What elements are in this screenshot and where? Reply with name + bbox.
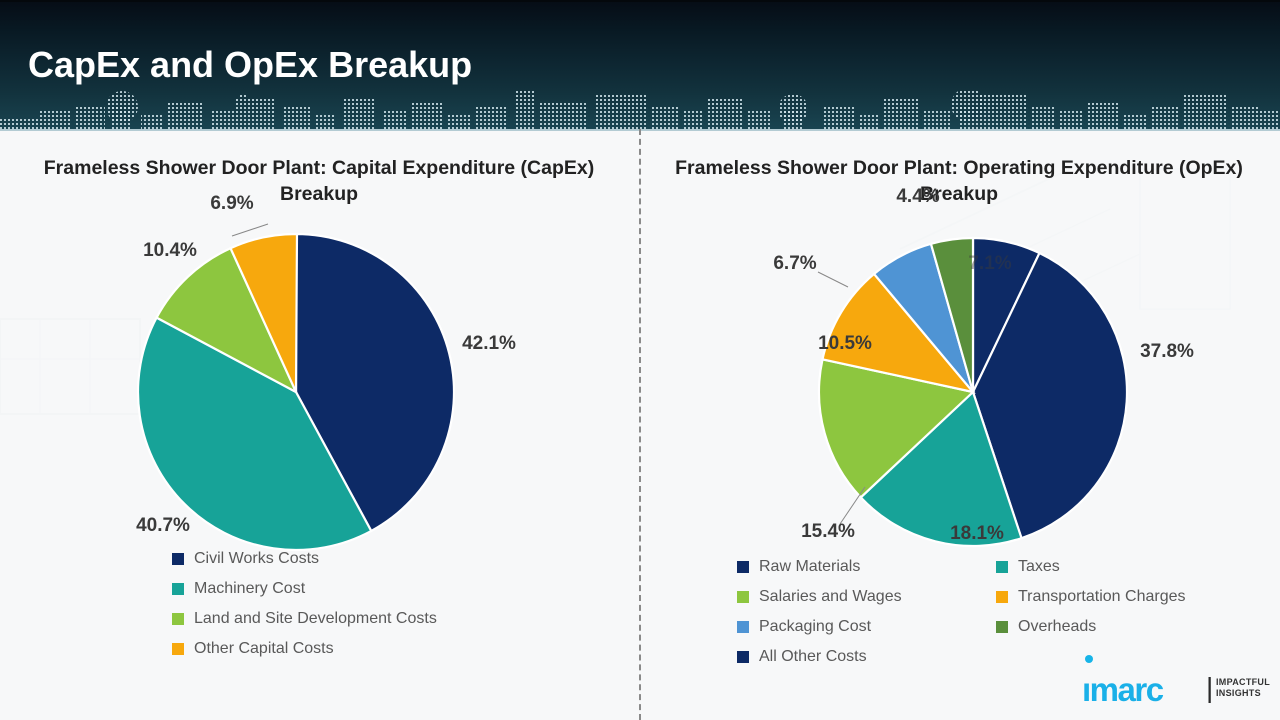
svg-text:6.7%: 6.7% <box>773 253 816 274</box>
svg-text:37.8%: 37.8% <box>1140 341 1194 362</box>
svg-text:10.4%: 10.4% <box>143 240 197 261</box>
svg-text:18.1%: 18.1% <box>950 523 1004 544</box>
svg-text:4.4%: 4.4% <box>896 186 939 207</box>
svg-text:10.5%: 10.5% <box>818 333 872 354</box>
svg-text:42.1%: 42.1% <box>462 333 516 354</box>
svg-text:40.7%: 40.7% <box>136 515 190 536</box>
svg-text:6.9%: 6.9% <box>210 193 253 214</box>
svg-text:7.1%: 7.1% <box>968 253 1011 274</box>
svg-text:15.4%: 15.4% <box>801 521 855 542</box>
